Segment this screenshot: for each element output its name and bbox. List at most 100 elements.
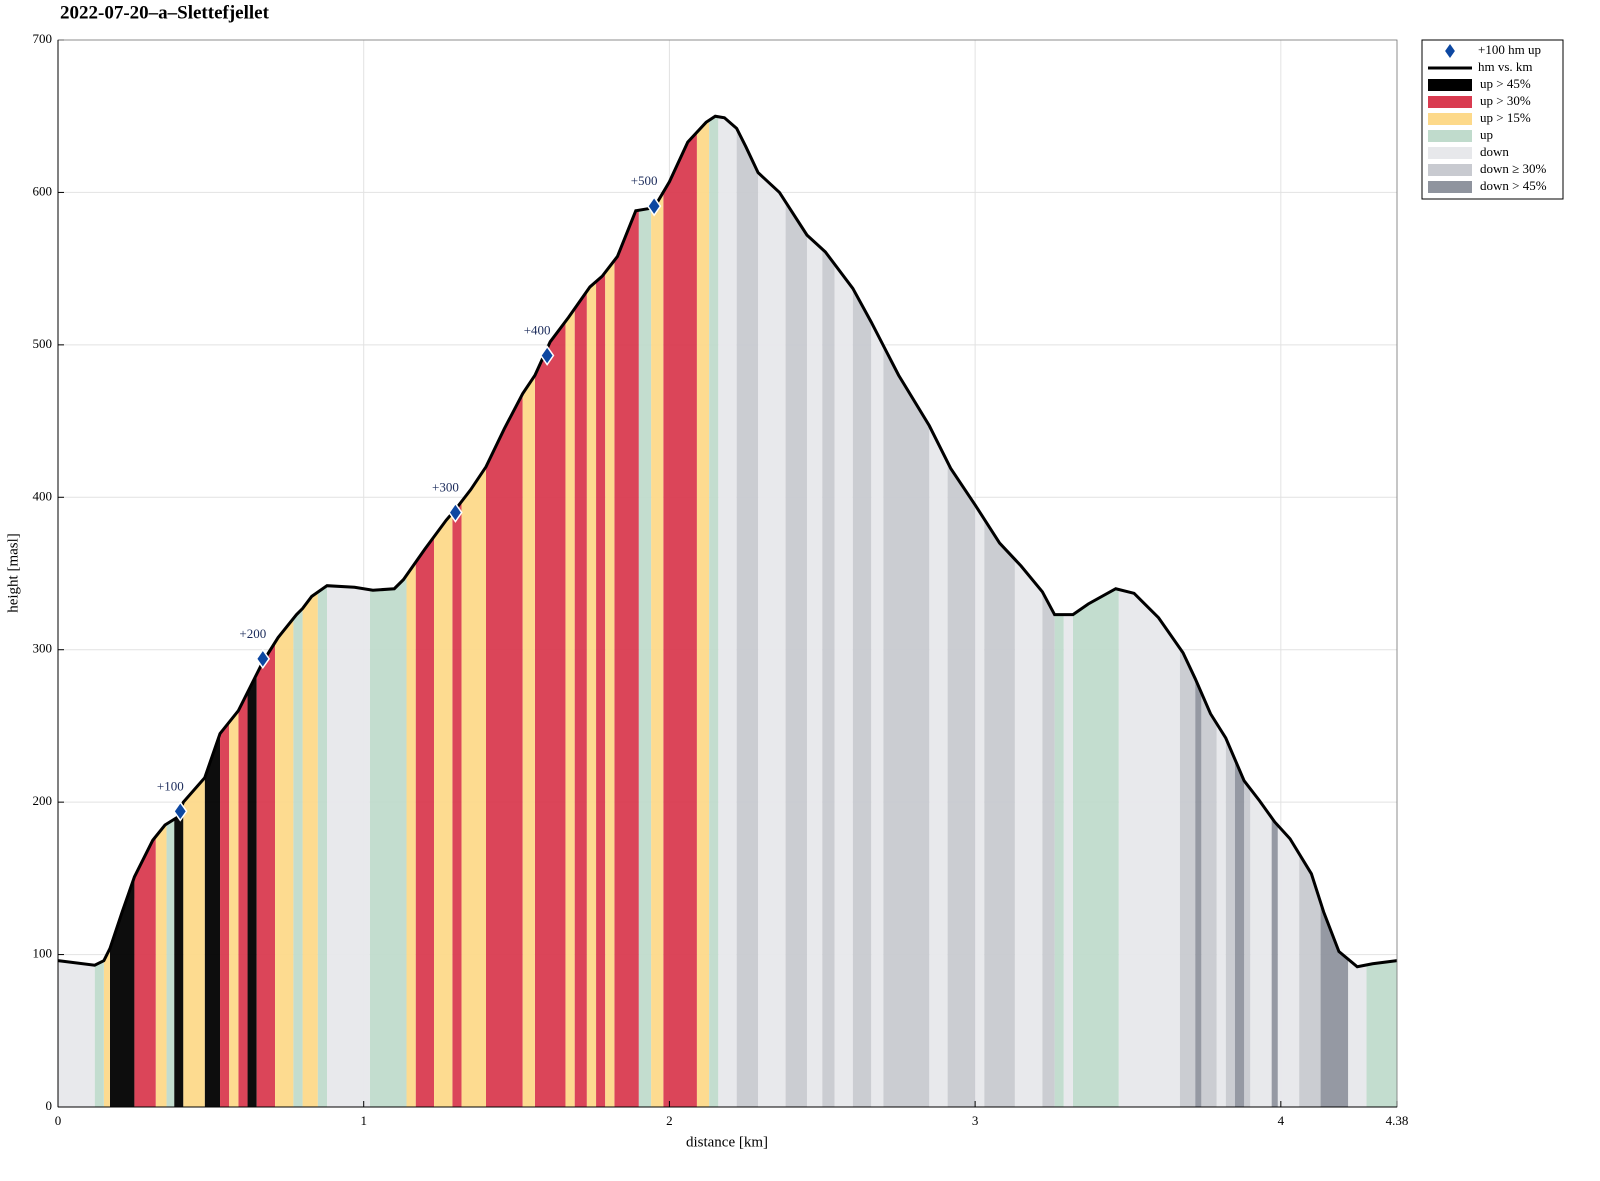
band	[1201, 692, 1217, 1107]
band	[806, 235, 823, 1107]
band	[822, 249, 835, 1108]
band	[758, 172, 786, 1107]
legend-label: hm vs. km	[1478, 59, 1533, 74]
x-tick-label: 3	[972, 1113, 979, 1128]
band	[174, 802, 184, 1107]
band	[327, 585, 370, 1107]
x-axis-label: distance [km]	[686, 1134, 768, 1150]
band	[1244, 780, 1251, 1107]
band	[94, 960, 104, 1107]
gain-marker	[448, 502, 463, 523]
band	[785, 201, 807, 1107]
band	[1277, 825, 1300, 1107]
legend-label: up > 15%	[1480, 110, 1531, 125]
gain-marker	[255, 648, 271, 670]
band	[317, 585, 328, 1107]
chart-title: 2022-07-20–a–Slettefjellet	[60, 2, 270, 23]
legend-label: down	[1480, 144, 1509, 159]
band	[229, 710, 239, 1107]
band	[302, 592, 318, 1107]
gain-label: +200	[239, 626, 266, 641]
x-tick-label: 0	[55, 1113, 62, 1128]
band	[1216, 723, 1226, 1107]
band	[204, 733, 221, 1107]
band	[534, 321, 566, 1108]
legend-label: down > 45%	[1480, 178, 1547, 193]
band	[1054, 614, 1064, 1107]
band	[1250, 788, 1272, 1107]
band	[1271, 817, 1278, 1107]
legend-label: up > 45%	[1480, 76, 1531, 91]
band	[614, 210, 639, 1107]
band	[1072, 588, 1119, 1107]
band	[696, 120, 710, 1107]
band	[1348, 959, 1367, 1107]
y-tick-label: 200	[33, 793, 53, 808]
legend-label: down ≥ 30%	[1480, 161, 1547, 176]
band	[574, 291, 587, 1107]
band	[883, 345, 930, 1107]
x-tick-label: 1	[360, 1113, 367, 1128]
y-axis-label: height [masl]	[5, 533, 21, 613]
profile: +100 +200 +300 +400 +500	[57, 114, 1398, 969]
band	[293, 608, 303, 1107]
x-tick-label: 2	[666, 1113, 673, 1128]
legend-swatch	[1428, 113, 1472, 125]
y-tick-label: 100	[33, 946, 53, 961]
legend-swatch	[1428, 181, 1472, 193]
y-tick-label: 300	[33, 641, 53, 656]
band	[166, 819, 175, 1107]
band	[718, 116, 737, 1107]
band	[1179, 648, 1196, 1107]
band	[220, 722, 230, 1107]
band	[1042, 591, 1055, 1107]
y-tick-label: 400	[33, 488, 53, 503]
band	[709, 116, 719, 1107]
band	[1118, 589, 1180, 1107]
band	[256, 642, 276, 1107]
band	[736, 128, 759, 1107]
band	[1195, 678, 1202, 1107]
y-tick-label: 600	[33, 183, 53, 198]
band	[247, 674, 257, 1107]
band	[155, 824, 167, 1107]
gain-marker	[539, 345, 555, 366]
band	[452, 501, 462, 1107]
band	[565, 308, 575, 1107]
band	[638, 208, 652, 1108]
band	[596, 272, 606, 1107]
legend-marker	[1445, 44, 1455, 58]
profile-line	[57, 114, 1398, 969]
band	[434, 513, 453, 1107]
band	[103, 948, 110, 1107]
band	[984, 519, 1015, 1107]
y-tick-label: 0	[46, 1098, 53, 1113]
gain-marker	[646, 195, 662, 217]
x-tick-label: 4	[1278, 1113, 1285, 1128]
band	[275, 618, 294, 1107]
band	[834, 264, 853, 1107]
legend-label: up > 30%	[1480, 93, 1531, 108]
band	[651, 192, 664, 1107]
band	[406, 562, 416, 1107]
band	[1225, 738, 1235, 1107]
legend-swatch	[1428, 96, 1472, 108]
band	[929, 425, 948, 1107]
band	[1234, 759, 1245, 1107]
axes: 0 100 200 300 400 500 600 700 0 1 2 3 4 4.38	[33, 31, 1409, 1128]
band	[461, 466, 486, 1107]
band	[134, 836, 156, 1107]
legend-label: +100 hm up	[1478, 42, 1541, 57]
band	[1299, 853, 1321, 1107]
band	[1320, 902, 1349, 1107]
band	[238, 692, 248, 1107]
band	[947, 462, 976, 1107]
legend: +100 hm up hm vs. km up > 45% up > 30% up > …	[1421, 39, 1564, 200]
band	[415, 536, 435, 1107]
gain-marker	[173, 800, 188, 822]
band	[871, 321, 884, 1107]
y-tick-label: 700	[33, 31, 53, 46]
gain-label: +500	[631, 173, 658, 188]
legend-swatch	[1428, 79, 1472, 91]
legend-swatch	[1428, 147, 1472, 159]
